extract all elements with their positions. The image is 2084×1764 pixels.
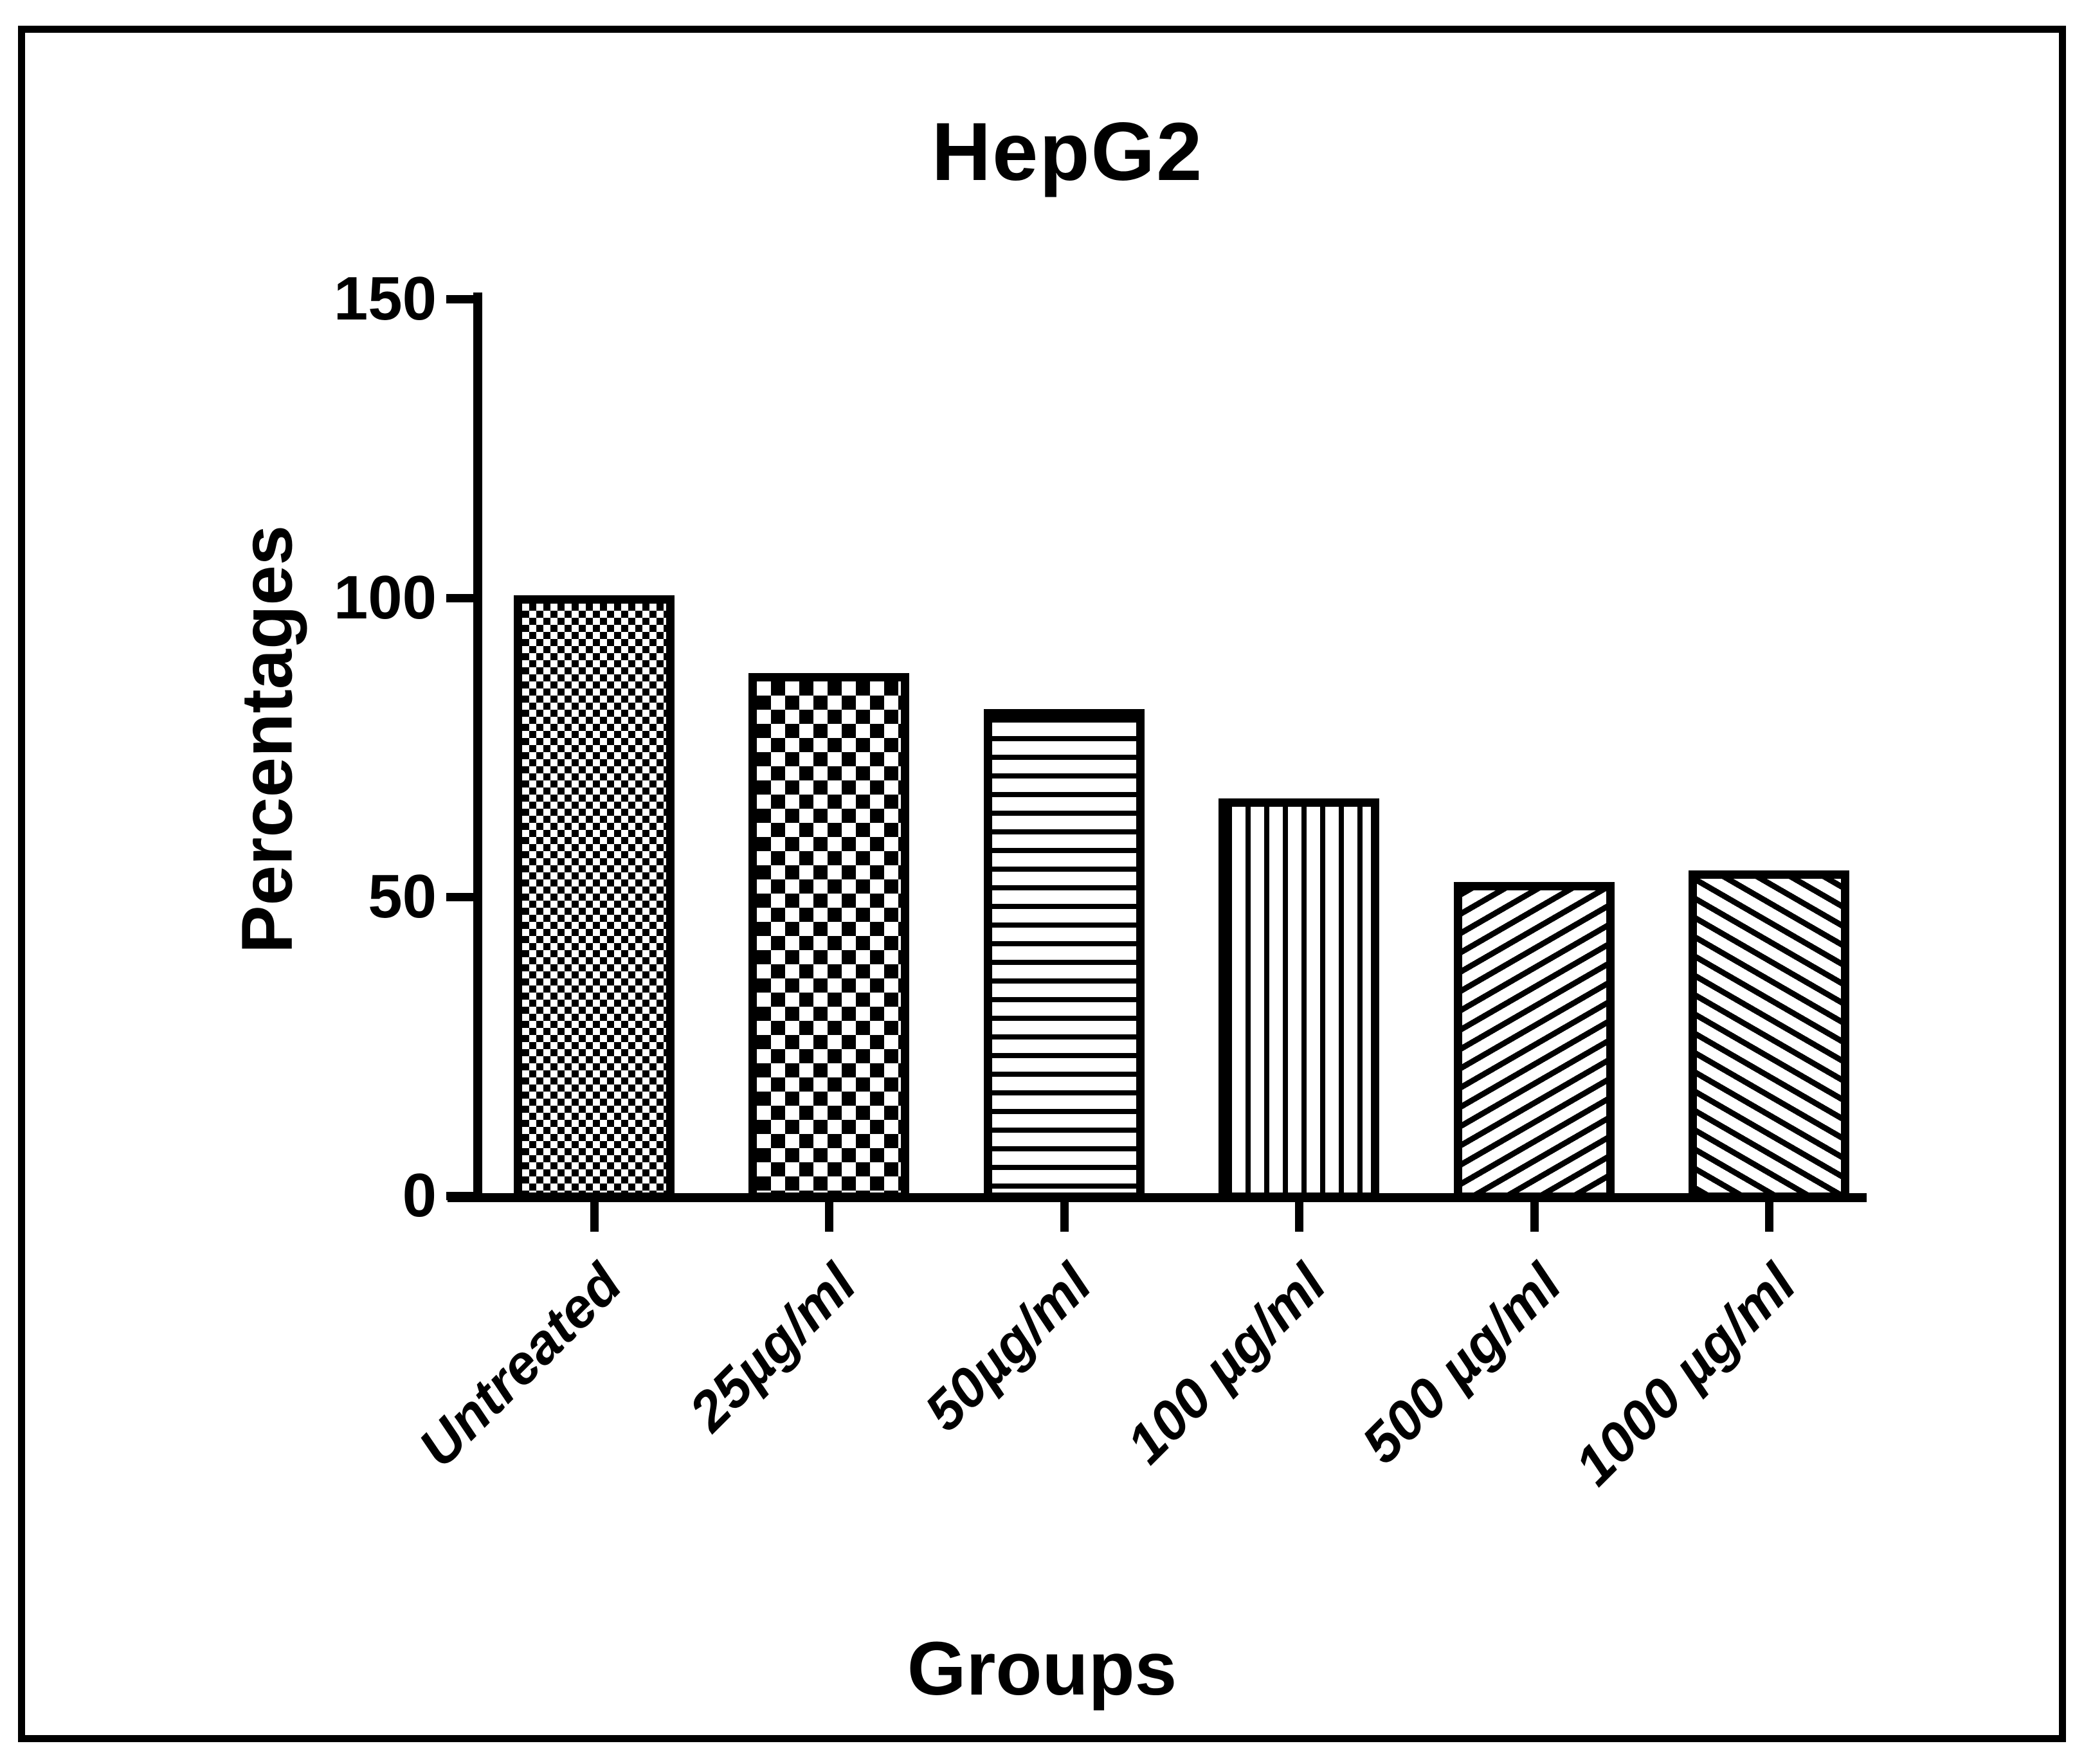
figure-border-frame bbox=[18, 26, 2066, 1742]
bar-50µg/ml bbox=[984, 708, 1145, 1201]
bar-500 µg/ml bbox=[1454, 882, 1615, 1201]
x-tick-mark bbox=[1060, 1201, 1069, 1232]
x-axis-line bbox=[448, 1193, 1867, 1202]
y-tick-mark bbox=[446, 295, 475, 303]
x-tick-mark bbox=[590, 1201, 599, 1232]
bar-25µg/ml bbox=[748, 672, 909, 1201]
y-tick-label: 0 bbox=[402, 1161, 437, 1230]
bar-Untreated bbox=[514, 595, 675, 1201]
y-tick-label: 150 bbox=[333, 264, 437, 333]
x-tick-mark bbox=[1765, 1201, 1773, 1232]
y-tick-label: 100 bbox=[333, 563, 437, 632]
y-axis-line bbox=[473, 292, 482, 1202]
bar-1000 µg/ml bbox=[1689, 870, 1849, 1201]
y-tick-mark bbox=[446, 594, 475, 602]
x-tick-mark bbox=[825, 1201, 833, 1232]
y-tick-mark bbox=[446, 893, 475, 901]
chart-title: HepG2 bbox=[931, 106, 1204, 198]
y-tick-label: 50 bbox=[368, 862, 437, 931]
bar-100 µg/ml bbox=[1219, 798, 1379, 1201]
y-tick-mark bbox=[446, 1192, 475, 1200]
x-tick-mark bbox=[1295, 1201, 1303, 1232]
x-tick-mark bbox=[1530, 1201, 1539, 1232]
y-axis-title: Percentages bbox=[226, 525, 307, 954]
x-axis-title: Groups bbox=[907, 1626, 1177, 1711]
